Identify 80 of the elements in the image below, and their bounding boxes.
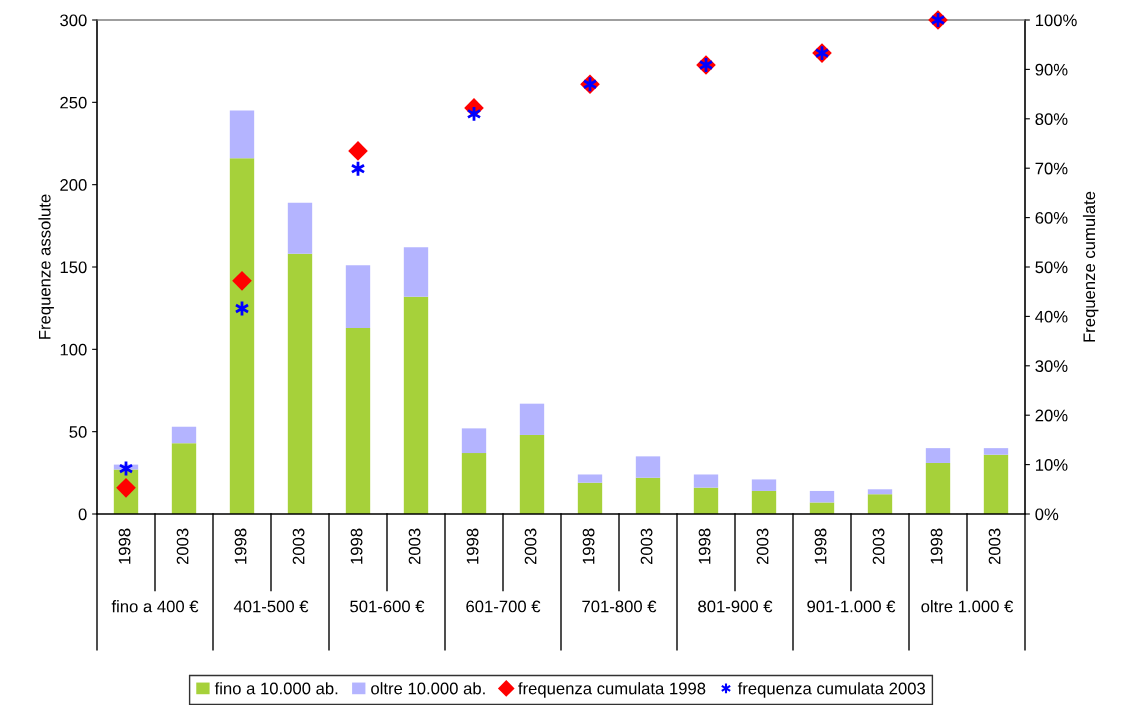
x-tick-label: 1998 [930, 528, 943, 564]
text: 501-600 € [350, 600, 425, 613]
bar [635, 456, 661, 478]
bar [751, 479, 777, 491]
bar [983, 454, 1009, 514]
bar [345, 327, 371, 514]
y2-tick-label: 100% [1035, 14, 1077, 27]
y-tick-label: 300 [60, 14, 87, 27]
y2-tick-label: 70% [1035, 162, 1068, 175]
text: fino a 400 € [111, 600, 199, 613]
x-tick-label: 1998 [582, 528, 595, 564]
bar [403, 247, 429, 297]
legend-label: frequenza cumulata 2003 [737, 682, 926, 698]
y2-tick-label: 80% [1035, 113, 1068, 125]
bar [519, 434, 545, 514]
y-tick-label: 0 [78, 508, 87, 521]
text: 401-500 € [233, 600, 309, 613]
y2-tick-label: 60% [1035, 212, 1068, 224]
bar [171, 426, 197, 444]
x-tick-label: 2003 [408, 528, 421, 565]
x-tick-label: 1998 [234, 528, 247, 564]
y-tick-label: 250 [60, 96, 87, 109]
bar [693, 487, 719, 514]
bar [519, 403, 545, 435]
bar [983, 448, 1009, 455]
bar [809, 490, 835, 503]
y2-tick-label: 10% [1035, 459, 1068, 471]
bar [229, 158, 255, 514]
bar [693, 474, 719, 488]
y2-tick-label: 50% [1035, 261, 1068, 274]
bar [461, 428, 487, 454]
x-tick-label: 1998 [350, 528, 363, 564]
bar [403, 296, 429, 514]
bar [867, 494, 893, 514]
y-tick-label: 200 [60, 179, 87, 191]
x-tick-label: 2003 [756, 528, 769, 565]
bar [577, 482, 603, 514]
legend-label: frequenza cumulata 1998 [518, 682, 706, 698]
x-tick-label: 2003 [988, 528, 1001, 565]
y2-axis-title: Frequenze cumulate [1082, 191, 1099, 342]
y2-tick-label: 40% [1035, 310, 1068, 323]
x-tick-label: 2003 [524, 528, 537, 565]
bar [635, 477, 661, 514]
bar [287, 253, 313, 514]
bar [461, 453, 487, 514]
x-tick-label: 1998 [466, 528, 479, 564]
bar [229, 110, 255, 159]
y2-tick-label: 30% [1035, 360, 1068, 372]
bar [171, 443, 197, 514]
y-tick-label: 100 [60, 343, 87, 356]
bar [925, 448, 951, 463]
text: 901-1.000 € [807, 600, 896, 613]
bar [925, 462, 951, 514]
x-tick-label: 2003 [872, 528, 885, 565]
x-tick-label: 1998 [814, 528, 827, 564]
legend-label: oltre 10.000 ab. [371, 682, 485, 695]
text: 701-800 € [582, 600, 657, 613]
text: 801-900 € [698, 600, 773, 613]
legend-label: fino a 10.000 ab. [214, 682, 338, 695]
bar [287, 202, 313, 254]
point [232, 271, 252, 291]
y-tick-label: 150 [60, 261, 87, 274]
text: oltre 1.000 € [921, 600, 1014, 613]
x-tick-label: 2003 [640, 528, 653, 565]
text: 601-700 € [466, 600, 541, 613]
bar [751, 490, 777, 514]
y2-tick-label: 0% [1035, 508, 1059, 521]
bar [577, 474, 603, 483]
bar [345, 265, 371, 328]
y-tick-label: 50 [69, 426, 87, 438]
x-tick-label: 2003 [292, 528, 305, 565]
bar [809, 502, 835, 514]
point [348, 141, 368, 161]
y-axis-title: Frequenze assolute [38, 194, 54, 339]
x-tick-label: 1998 [118, 528, 131, 564]
bar [867, 489, 893, 495]
x-tick-label: 2003 [176, 528, 189, 565]
y2-tick-label: 90% [1035, 63, 1068, 76]
y2-tick-label: 20% [1035, 409, 1068, 422]
x-tick-label: 1998 [698, 528, 711, 564]
